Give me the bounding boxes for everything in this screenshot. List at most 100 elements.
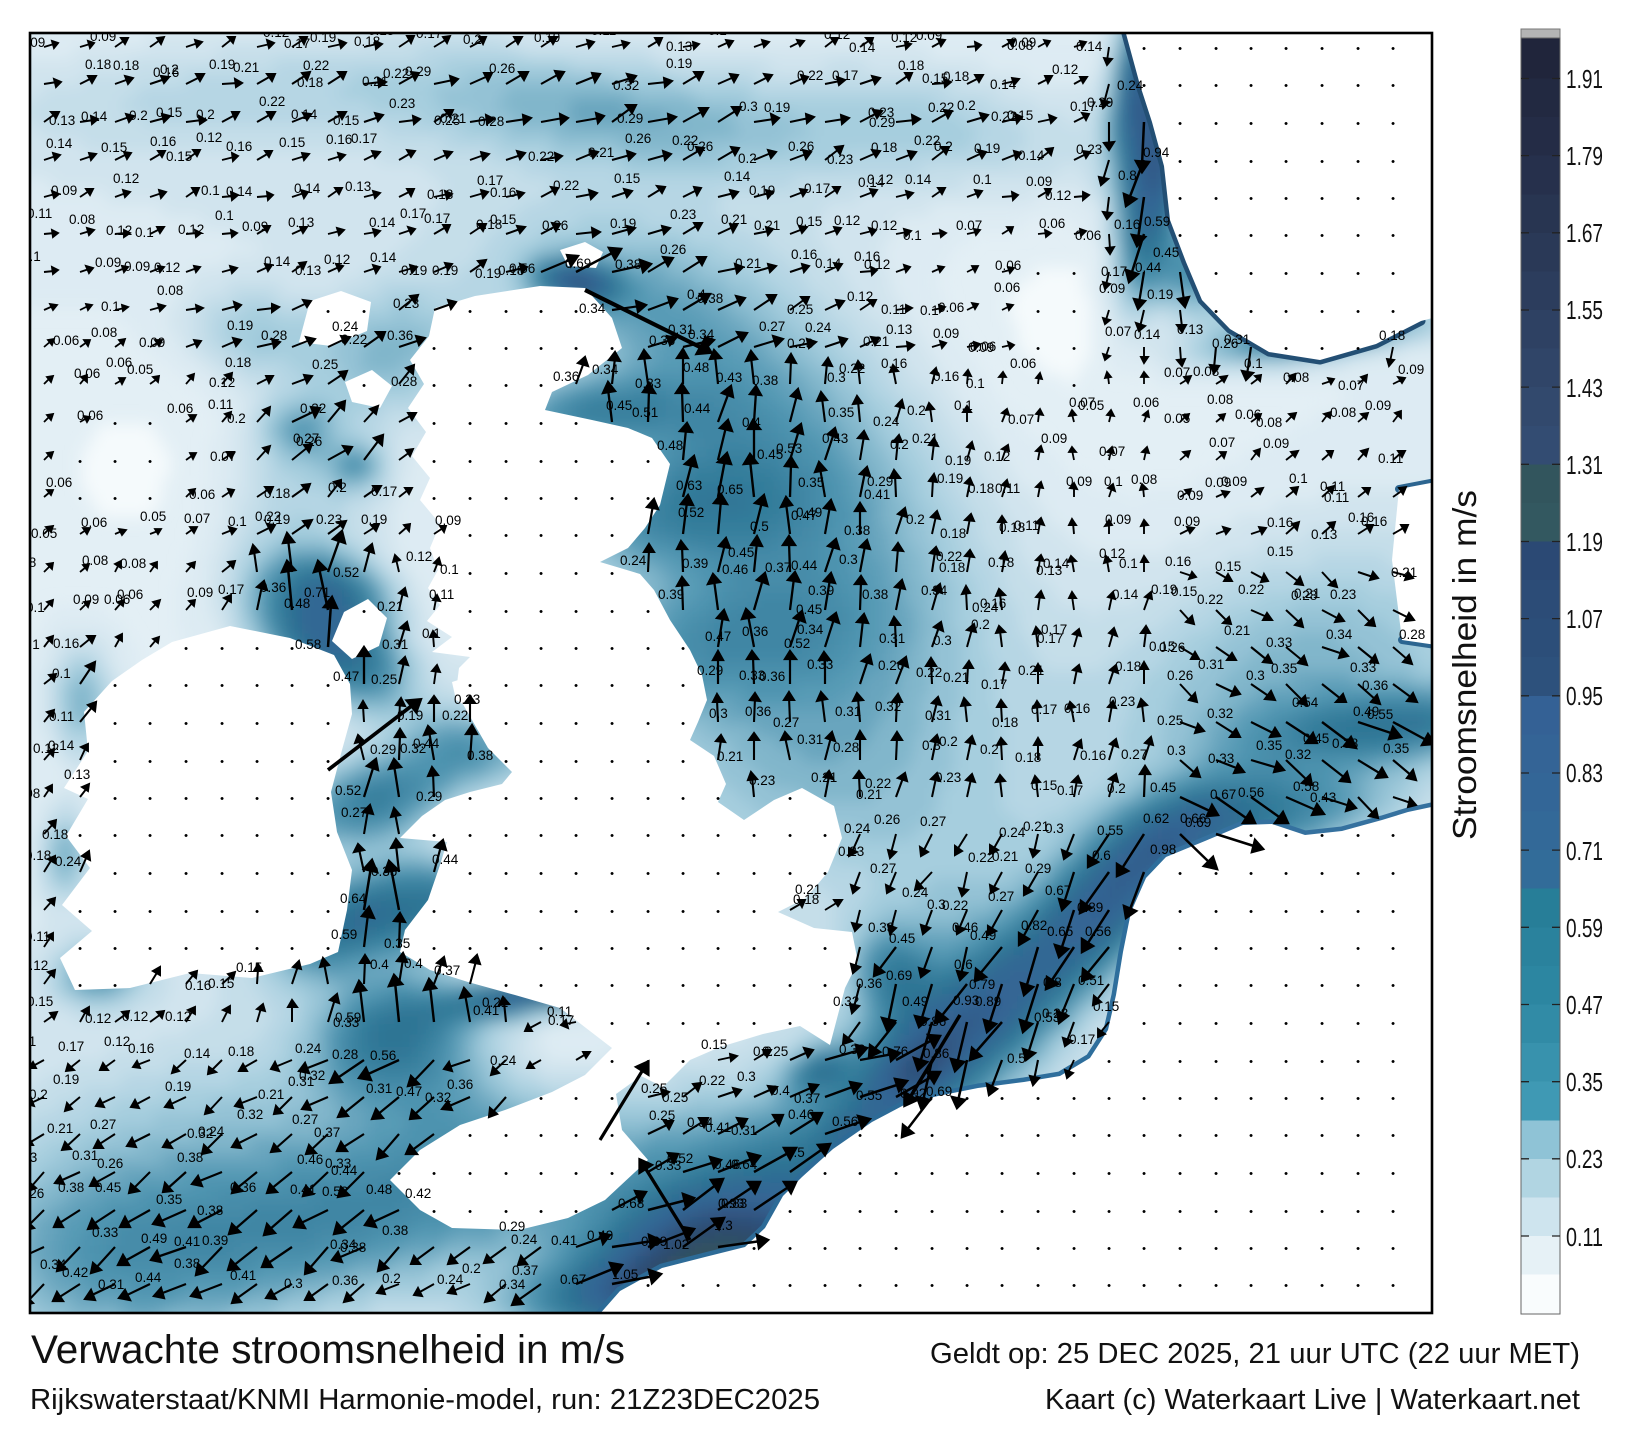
svg-text:0.12: 0.12: [209, 375, 235, 390]
svg-text:0.08: 0.08: [69, 212, 95, 227]
svg-text:0.11: 0.11: [1324, 490, 1349, 505]
svg-text:0.46: 0.46: [722, 562, 748, 577]
svg-text:0.35: 0.35: [828, 405, 854, 420]
svg-text:0.56: 0.56: [509, 261, 535, 276]
svg-text:0.12: 0.12: [178, 222, 204, 237]
svg-text:0.24: 0.24: [620, 553, 647, 568]
svg-text:0.31: 0.31: [382, 637, 408, 652]
svg-text:0.25: 0.25: [787, 302, 813, 317]
svg-text:0.48: 0.48: [657, 438, 683, 453]
svg-text:0.09: 0.09: [1026, 174, 1052, 189]
svg-text:0.09: 0.09: [933, 326, 959, 341]
svg-text:0.19: 0.19: [945, 453, 971, 468]
svg-text:0.52: 0.52: [784, 636, 810, 651]
svg-text:0.23: 0.23: [787, 336, 813, 351]
svg-text:0.06: 0.06: [46, 475, 72, 490]
svg-text:0.05: 0.05: [31, 526, 57, 541]
svg-text:0.16: 0.16: [326, 132, 352, 147]
svg-text:0.09: 0.09: [95, 255, 121, 270]
svg-text:0.52: 0.52: [678, 505, 704, 520]
svg-text:0.07: 0.07: [1008, 412, 1034, 427]
svg-text:0.29: 0.29: [697, 663, 723, 678]
svg-text:0.1: 0.1: [101, 299, 120, 314]
svg-text:0.09: 0.09: [1041, 431, 1067, 446]
svg-text:0.21: 0.21: [377, 599, 403, 614]
svg-text:0.14: 0.14: [724, 169, 751, 184]
svg-text:0.31: 0.31: [1224, 332, 1250, 347]
svg-text:0.05: 0.05: [1078, 398, 1104, 413]
svg-text:0.21: 0.21: [912, 431, 938, 446]
svg-text:0.63: 0.63: [676, 478, 702, 493]
svg-text:0.21: 0.21: [440, 111, 466, 126]
svg-text:0.94: 0.94: [1143, 145, 1170, 160]
svg-text:0.26: 0.26: [296, 434, 322, 449]
svg-text:0.36: 0.36: [553, 369, 579, 384]
svg-text:0.05: 0.05: [127, 362, 153, 377]
svg-text:0.34: 0.34: [688, 327, 715, 342]
svg-text:0.15: 0.15: [1171, 584, 1197, 599]
svg-text:0.13: 0.13: [1177, 322, 1203, 337]
svg-text:0.18: 0.18: [968, 481, 994, 496]
svg-text:0.23: 0.23: [1076, 142, 1102, 157]
svg-text:0.69: 0.69: [565, 256, 591, 271]
svg-text:0.06: 0.06: [189, 487, 215, 502]
svg-text:0.21: 0.21: [1018, 663, 1044, 678]
svg-text:0.05: 0.05: [140, 509, 166, 524]
svg-text:0.06: 0.06: [1075, 228, 1101, 243]
svg-text:0.18: 0.18: [940, 526, 966, 541]
svg-text:0.1: 0.1: [228, 514, 247, 529]
svg-text:0.12: 0.12: [867, 172, 893, 187]
svg-text:0.17: 0.17: [832, 68, 858, 83]
svg-text:0.07: 0.07: [1099, 444, 1125, 459]
svg-text:0.15: 0.15: [156, 105, 182, 120]
svg-text:0.12: 0.12: [406, 549, 432, 564]
svg-text:0.18: 0.18: [871, 140, 897, 155]
svg-text:0.14: 0.14: [815, 256, 842, 271]
svg-text:0.06: 0.06: [77, 408, 103, 423]
svg-text:0.38: 0.38: [844, 523, 870, 538]
svg-text:0.19: 0.19: [401, 263, 427, 278]
svg-text:0.14: 0.14: [905, 172, 932, 187]
svg-text:0.12: 0.12: [113, 171, 139, 186]
svg-text:0.14: 0.14: [990, 77, 1017, 92]
svg-text:0.07: 0.07: [1164, 365, 1190, 380]
svg-text:0.09: 0.09: [1105, 512, 1131, 527]
svg-text:0.13: 0.13: [49, 113, 75, 128]
svg-text:0.23: 0.23: [389, 96, 415, 111]
svg-text:0.26: 0.26: [542, 218, 568, 233]
svg-text:0.12: 0.12: [196, 130, 222, 145]
svg-text:0.44: 0.44: [1135, 260, 1162, 275]
svg-text:0.15: 0.15: [490, 212, 516, 227]
svg-text:0.16: 0.16: [1114, 217, 1140, 232]
svg-text:0.38: 0.38: [862, 587, 888, 602]
svg-text:0.21: 0.21: [754, 218, 780, 233]
svg-text:0.17: 0.17: [400, 206, 426, 221]
svg-text:0.23: 0.23: [316, 512, 342, 527]
svg-text:0.26: 0.26: [878, 658, 904, 673]
svg-text:0.1: 0.1: [973, 172, 992, 187]
svg-text:0.21: 0.21: [233, 60, 259, 75]
svg-text:0.14: 0.14: [1134, 327, 1161, 342]
svg-text:0.25: 0.25: [371, 672, 397, 687]
svg-text:0.3: 0.3: [839, 552, 858, 567]
svg-text:0.11: 0.11: [881, 302, 906, 317]
svg-text:0.14: 0.14: [294, 181, 321, 196]
svg-text:0.14: 0.14: [1112, 587, 1139, 602]
svg-text:0.29: 0.29: [617, 111, 643, 126]
svg-text:0.4: 0.4: [742, 415, 761, 430]
svg-text:0.15: 0.15: [1267, 544, 1293, 559]
svg-text:0.08: 0.08: [1283, 370, 1309, 385]
svg-text:0.33: 0.33: [1266, 635, 1292, 650]
svg-text:0.05: 0.05: [1164, 411, 1190, 426]
svg-text:0.22: 0.22: [797, 68, 823, 83]
svg-text:0.3: 0.3: [933, 633, 952, 648]
svg-text:0.19: 0.19: [764, 100, 790, 115]
svg-text:0.09: 0.09: [124, 259, 150, 274]
svg-text:0.15: 0.15: [166, 149, 192, 164]
svg-text:0.14: 0.14: [1076, 39, 1103, 54]
svg-text:0.65: 0.65: [717, 482, 743, 497]
svg-text:0.22: 0.22: [839, 361, 865, 376]
svg-text:0.35: 0.35: [798, 475, 824, 490]
svg-text:0.44: 0.44: [791, 558, 818, 573]
svg-text:0.2: 0.2: [906, 512, 925, 527]
